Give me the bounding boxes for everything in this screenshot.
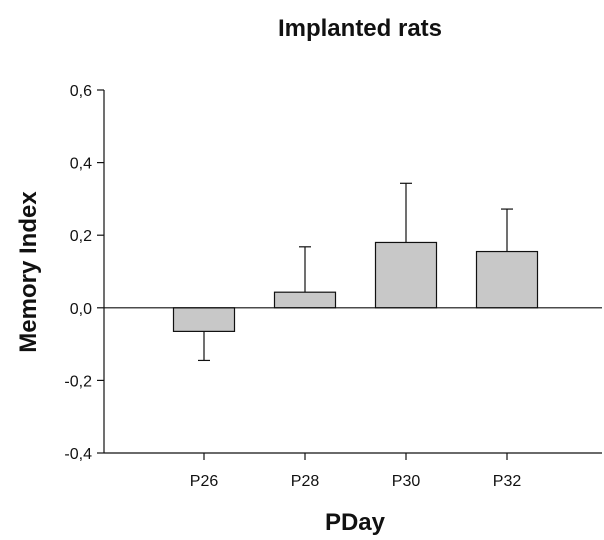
y-tick-label: 0,0 <box>70 301 92 318</box>
y-tick-label: 0,2 <box>70 228 92 245</box>
x-axis-label: PDay <box>325 509 386 536</box>
x-tick-label: P28 <box>291 473 320 490</box>
x-tick-label: P26 <box>190 473 219 490</box>
y-axis-label: Memory Index <box>15 191 42 353</box>
bar <box>475 250 539 309</box>
chart-title: Implanted rats <box>278 15 442 42</box>
x-tick-label: P30 <box>392 473 421 490</box>
y-tick-label: -0,2 <box>64 373 92 390</box>
x-tick-label: P32 <box>493 473 522 490</box>
bar <box>374 241 438 309</box>
bar <box>273 291 337 309</box>
bar <box>172 307 236 332</box>
y-tick-label: -0,4 <box>64 446 92 463</box>
y-tick-label: 0,4 <box>70 156 92 173</box>
plot-area: -0,4 -0,2 0,0 0,2 0,4 0,6 P26 P28 P30 P32 <box>64 83 602 490</box>
y-tick-label: 0,6 <box>70 83 92 100</box>
